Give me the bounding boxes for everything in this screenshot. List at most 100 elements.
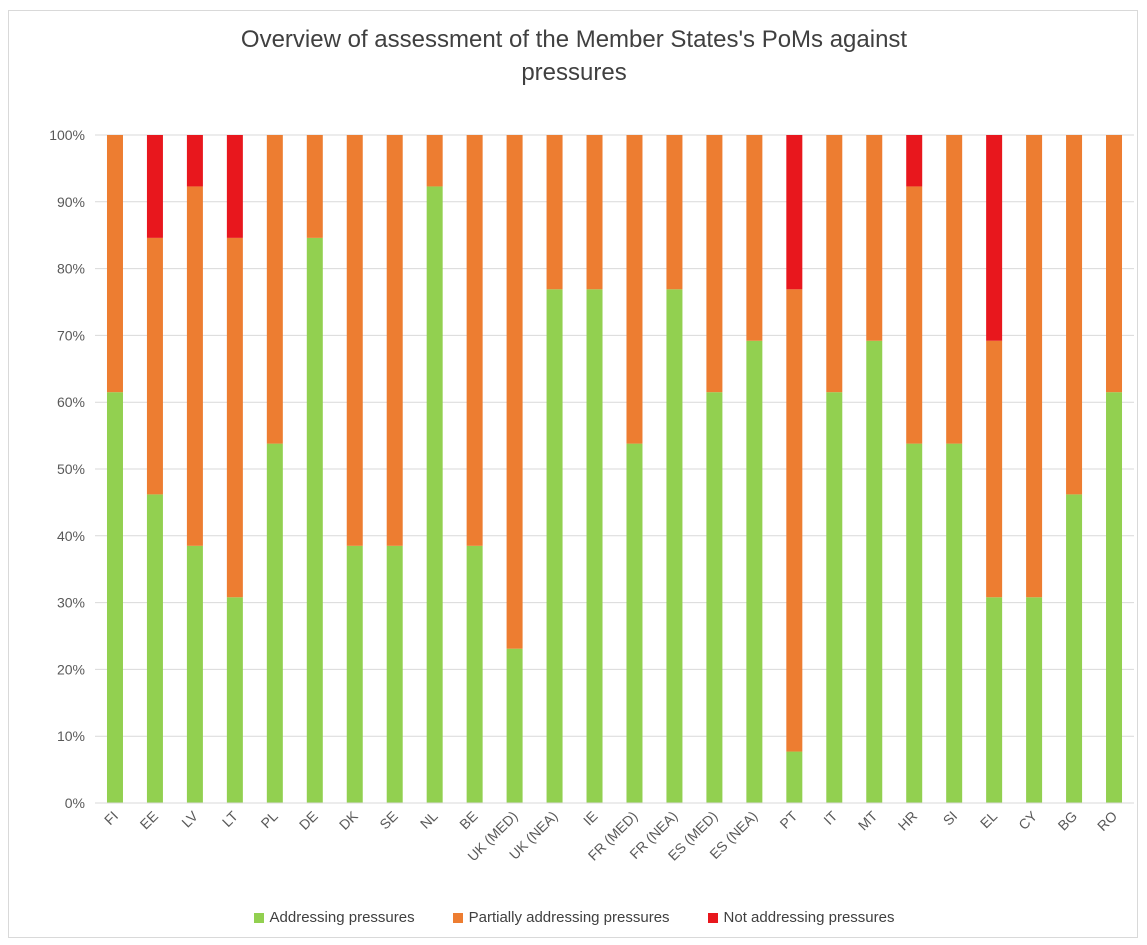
legend-label-partially-addressing: Partially addressing pressures <box>468 909 670 926</box>
bar-segment-addressing <box>346 545 363 803</box>
legend-swatch-addressing <box>253 912 264 923</box>
y-tick-label: 60% <box>57 394 85 410</box>
bar-segment-addressing <box>946 443 963 803</box>
x-tick-label: BG <box>1055 808 1081 834</box>
bar-segment-partially-addressing <box>906 186 923 444</box>
bar-segment-addressing <box>186 545 203 803</box>
y-tick-label: 10% <box>57 728 85 744</box>
chart-title-line-2: pressures <box>521 59 627 86</box>
chart-title-line-1: Overview of assessment of the Member Sta… <box>240 26 908 53</box>
y-tick-label: 80% <box>57 261 85 277</box>
bar-segment-addressing <box>466 545 483 803</box>
y-tick-label: 90% <box>57 194 85 210</box>
bar-segment-addressing <box>1066 494 1083 803</box>
stacked-bar-chart: 0% 10% 20% 30% 40% 50% 60% 70% 80% 90% 100% FI EE LV L… <box>49 127 1134 864</box>
x-tick-label: RO <box>1094 808 1120 834</box>
bar-segment-partially-addressing <box>426 135 443 187</box>
bar-segment-partially-addressing <box>986 340 1003 598</box>
bar-segment-addressing <box>786 751 803 803</box>
x-tick-label: EE <box>137 808 162 833</box>
x-tick-label: FI <box>101 808 121 828</box>
bar-segment-addressing <box>666 289 683 804</box>
bar-segment-addressing <box>1106 392 1123 803</box>
bar-segment-not-addressing <box>146 135 163 238</box>
x-tick-label: LV <box>178 807 201 830</box>
bar-segment-partially-addressing <box>386 135 403 546</box>
bar-segment-partially-addressing <box>266 135 283 444</box>
bar-segment-addressing <box>626 443 643 803</box>
bar-segment-addressing <box>746 340 763 803</box>
bar-segment-partially-addressing <box>626 135 643 444</box>
bar-segment-not-addressing <box>906 135 923 187</box>
bar-segment-partially-addressing <box>1066 135 1083 495</box>
bar-segment-partially-addressing <box>466 135 483 546</box>
y-tick-label: 100% <box>49 127 85 143</box>
x-tick-label: LT <box>219 808 241 830</box>
bar-segment-not-addressing <box>986 135 1003 341</box>
legend-label-not-addressing: Not addressing pressures <box>723 909 895 926</box>
chart-frame: Overview of assessment of the Member Sta… <box>8 10 1138 938</box>
bar-segment-addressing <box>986 597 1003 803</box>
bar-segment-partially-addressing <box>1106 135 1123 393</box>
x-tick-label: PL <box>258 808 282 832</box>
bar-segment-addressing <box>1026 597 1043 803</box>
x-tick-label: NL <box>417 808 441 832</box>
x-tick-label: IT <box>820 807 840 827</box>
bar-segment-partially-addressing <box>226 237 243 598</box>
bar-segment-addressing <box>106 392 123 803</box>
bar-segment-partially-addressing <box>146 237 163 495</box>
bar-segment-partially-addressing <box>186 186 203 546</box>
y-tick-label: 30% <box>57 595 85 611</box>
y-tick-label: 50% <box>57 461 85 477</box>
bar-segment-partially-addressing <box>106 135 123 393</box>
x-tick-label: EL <box>977 808 1001 832</box>
x-tick-label: DE <box>296 808 321 833</box>
x-tick-label: MT <box>855 807 881 833</box>
bar-segment-partially-addressing <box>666 135 683 290</box>
legend-item-not-addressing: Not addressing pressures <box>707 909 895 926</box>
bar-segment-addressing <box>546 289 563 804</box>
y-tick-label: 40% <box>57 528 85 544</box>
x-tick-label: HR <box>895 808 921 834</box>
bar-segment-not-addressing <box>186 135 203 187</box>
bar-segment-partially-addressing <box>1026 135 1043 598</box>
chart-legend: Addressing pressures Partially addressin… <box>9 909 1139 926</box>
bar-segment-addressing <box>266 443 283 803</box>
bar-segment-addressing <box>226 597 243 803</box>
bar-segment-addressing <box>586 289 603 804</box>
bar-segment-partially-addressing <box>506 135 523 649</box>
legend-label-addressing: Addressing pressures <box>269 909 415 926</box>
x-tick-label: SI <box>940 808 961 829</box>
chart-title: Overview of assessment of the Member Sta… <box>9 23 1139 89</box>
x-tick-label: BE <box>456 808 481 833</box>
bar-segment-addressing <box>826 392 843 803</box>
x-tick-label: CY <box>1015 807 1041 833</box>
legend-item-partially-addressing: Partially addressing pressures <box>452 909 670 926</box>
x-tick-label: SE <box>376 808 401 833</box>
y-tick-label: 0% <box>65 795 85 811</box>
bar-segment-partially-addressing <box>786 289 803 752</box>
bar-segment-not-addressing <box>786 135 803 290</box>
bar-segment-partially-addressing <box>346 135 363 546</box>
bar-segment-partially-addressing <box>706 135 723 393</box>
bar-segment-addressing <box>906 443 923 803</box>
bar-segment-addressing <box>706 392 723 803</box>
legend-swatch-partially-addressing <box>452 912 463 923</box>
bar-segment-partially-addressing <box>866 135 883 341</box>
bar-segment-partially-addressing <box>826 135 843 393</box>
bar-segment-addressing <box>506 648 523 803</box>
bar-segment-addressing <box>146 494 163 803</box>
bar-segment-addressing <box>866 340 883 803</box>
bar-segment-addressing <box>426 186 443 803</box>
bar-segment-addressing <box>386 545 403 803</box>
x-tick-label: PT <box>776 807 800 831</box>
bar-segment-partially-addressing <box>306 135 323 238</box>
bar-segment-not-addressing <box>226 135 243 238</box>
y-tick-label: 20% <box>57 661 85 677</box>
legend-swatch-not-addressing <box>707 912 718 923</box>
x-tick-label: DK <box>336 807 362 833</box>
bar-segment-partially-addressing <box>946 135 963 444</box>
legend-item-addressing: Addressing pressures <box>253 909 415 926</box>
bar-segment-partially-addressing <box>546 135 563 290</box>
x-tick-label: IE <box>580 808 601 829</box>
